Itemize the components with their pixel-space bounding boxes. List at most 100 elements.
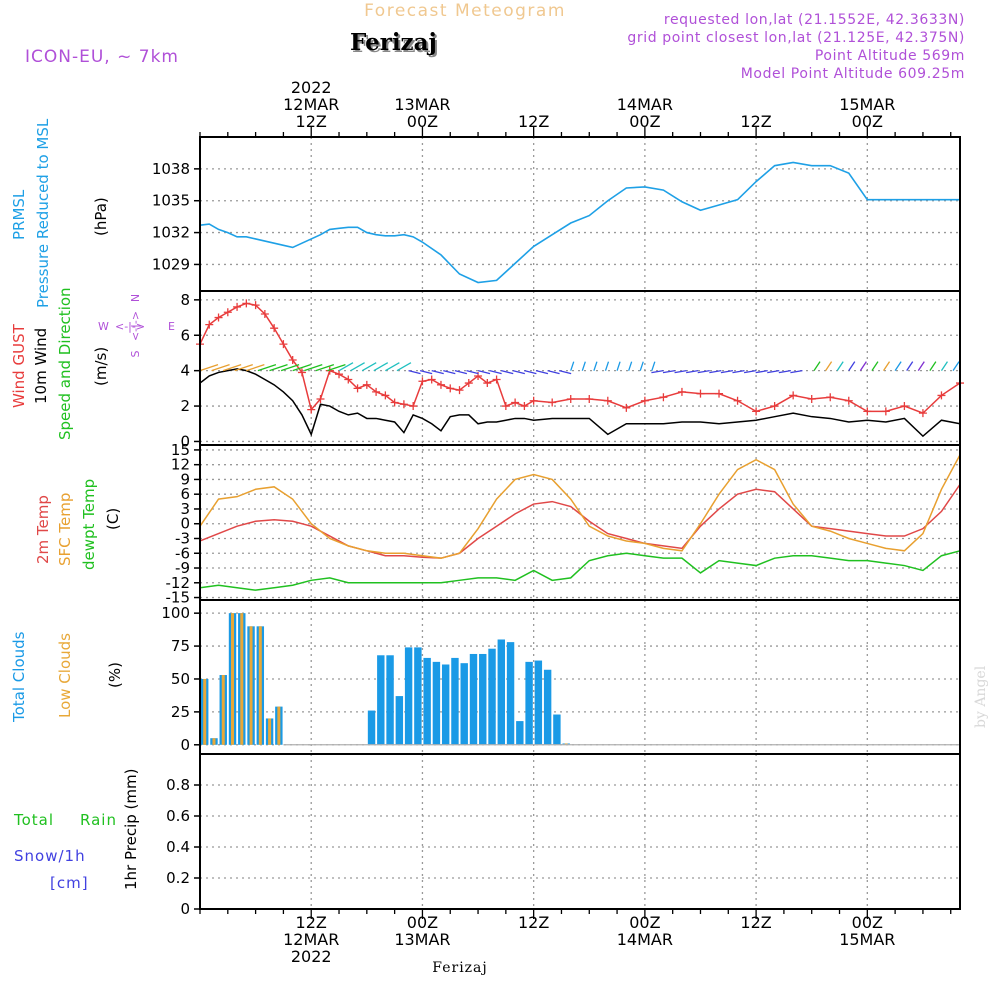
gust-marker (223, 308, 232, 317)
wind-dir-arrow (813, 361, 821, 372)
gust-marker (409, 402, 418, 411)
wind-dir-arrow (222, 364, 242, 372)
axis-layer: 10291032103510380246815129630-3-6-9-12-1… (152, 78, 952, 966)
wind-dir-arrow (616, 361, 621, 371)
wind-dir-arrow (697, 370, 710, 374)
pressure-label-1: PRMSL (10, 189, 28, 240)
gust-marker (566, 394, 575, 403)
pressure-unit: (hPa) (92, 197, 110, 236)
pressure-label-2: Pressure Reduced to MSL (34, 118, 52, 308)
gust-marker (205, 320, 214, 329)
total-cloud-bar (367, 710, 376, 745)
gust-marker (242, 299, 251, 308)
y-tick-label: 50 (171, 670, 190, 688)
y-tick-label: 75 (171, 637, 190, 655)
bottom-time-label: 15MAR (839, 930, 895, 949)
gust-line (199, 302, 961, 415)
wind-dir-arrow (917, 361, 925, 372)
wind-dir-arrow (512, 370, 525, 375)
panel-frame (199, 599, 961, 755)
wind-dir-arrow (489, 370, 502, 375)
wind-dir-arrow (767, 370, 780, 374)
total-cloud-bar (451, 657, 459, 745)
gust-marker (418, 377, 427, 386)
pressure-line (199, 161, 960, 284)
wind-dir-arrow (639, 361, 644, 371)
y-tick-label: -15 (166, 589, 191, 607)
top-time-label: 14MAR (617, 95, 673, 114)
wind-dir-arrow (651, 370, 664, 374)
bottom-time-label: 14MAR (617, 930, 673, 949)
temp-unit: (C) (104, 508, 122, 530)
gust-marker (733, 396, 742, 405)
wind-dir-arrow (686, 370, 699, 374)
panel-frame (199, 136, 961, 292)
bottom-time-label: 00Z (407, 913, 438, 932)
total-cloud-label: Total Clouds (10, 631, 28, 723)
temp-labels: 2m Temp SFC Temp dewpt Temp (C) (34, 479, 122, 570)
y-tick-label: 12 (171, 456, 190, 474)
compass-rose: N <-|-> S W <-|-> E (98, 294, 175, 358)
y-tick-label: 1029 (152, 255, 190, 273)
footer-location: Ferizaj (432, 960, 487, 976)
gust-marker (270, 324, 279, 333)
dewpt-line (199, 550, 961, 591)
frame-layer (199, 136, 961, 910)
gust-marker (344, 375, 353, 384)
bottom-time-label: 12Z (740, 913, 771, 932)
gust-marker (297, 368, 306, 377)
wind-dir-arrow (535, 370, 549, 375)
t2m-line (199, 483, 961, 559)
gust-marker (511, 398, 520, 407)
wind-dir-arrow (315, 364, 335, 372)
y-tick-label: 6 (180, 485, 190, 503)
total-cloud-bar (395, 696, 404, 745)
gust-marker (789, 391, 798, 400)
gust-marker (603, 396, 612, 405)
y-tick-label: 0.2 (166, 869, 190, 887)
wind-dir-arrow (292, 364, 311, 372)
wind-dir-arrow (755, 370, 768, 374)
wind-dir-arrow (570, 361, 575, 371)
gust-marker (529, 396, 538, 405)
speed-dir-label: Speed and Direction (56, 287, 74, 440)
wind-dir-arrow (848, 361, 856, 372)
y-tick-label: 3 (180, 500, 190, 518)
wind-dir-arrow (524, 370, 537, 375)
bottom-time-label: 13MAR (394, 930, 450, 949)
precip-labels: Total Rain Snow/1h [cm] 1hr Precip (mm) (13, 769, 140, 892)
total-cloud-bar (404, 647, 413, 745)
gust-marker (446, 384, 455, 393)
y-tick-label: 0 (180, 432, 190, 450)
low-cloud-bar (564, 743, 568, 745)
gust-marker (362, 380, 371, 389)
total-cloud-bar (423, 657, 431, 745)
y-tick-label: 0.8 (166, 776, 190, 794)
wind-unit: (m/s) (92, 347, 110, 386)
gust-marker (548, 398, 557, 407)
gust-marker (316, 394, 325, 403)
total-label: Total (13, 811, 54, 829)
wind-dir-arrow (338, 362, 354, 372)
wind-dir-arrow (709, 370, 722, 374)
model-altitude: Model Point Altitude 609.25m (741, 66, 965, 82)
total-cloud-bar (479, 653, 487, 745)
low-cloud-bar (231, 613, 235, 745)
compass-n: N (129, 294, 142, 302)
y-tick-label: 0 (180, 900, 190, 918)
snow-label: Snow/1h (14, 847, 86, 865)
precip-unit: 1hr Precip (mm) (122, 769, 140, 890)
total-cloud-bar (377, 655, 385, 745)
wind-dir-arrow (882, 361, 891, 372)
total-cloud-bar (386, 655, 394, 745)
panel-frame (199, 444, 961, 601)
y-tick-label: 1038 (152, 160, 190, 178)
wind-dir-arrow (269, 364, 288, 372)
wind-dir-arrow (257, 364, 277, 372)
y-tick-label: 100 (161, 604, 190, 622)
compass-e: E (168, 320, 175, 333)
total-cloud-bar (497, 639, 505, 745)
total-cloud-bar (534, 660, 543, 745)
gust-marker (659, 393, 668, 402)
y-tick-label: 8 (180, 291, 190, 309)
